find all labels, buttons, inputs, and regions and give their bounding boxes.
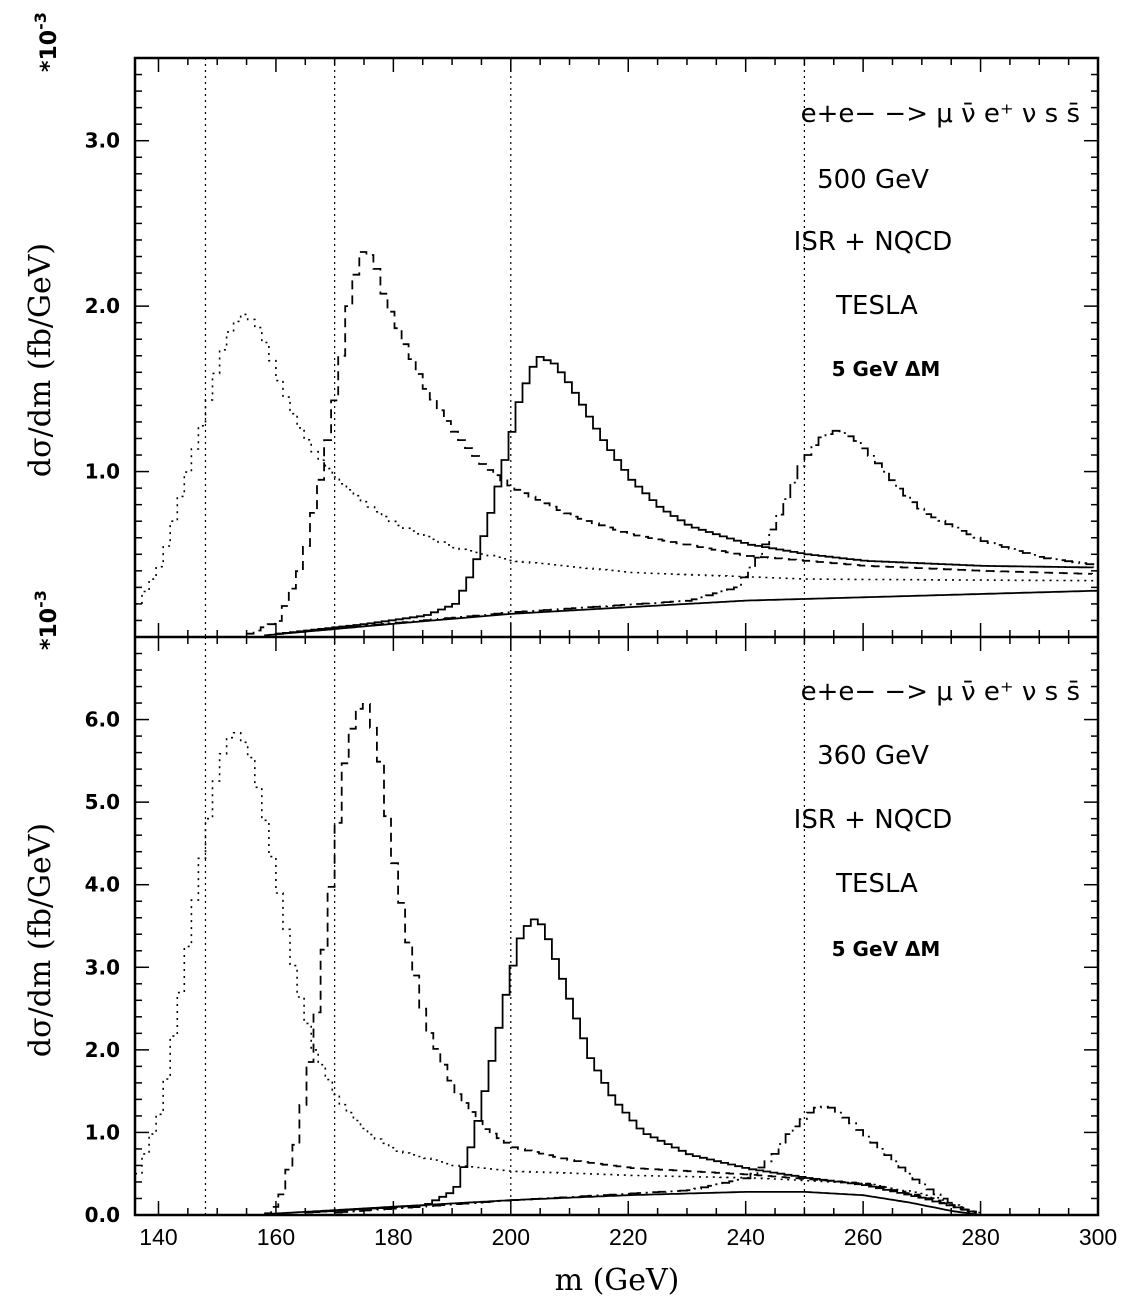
y-tick-label: 6.0 <box>85 708 120 732</box>
top-multiplier: *10-3 <box>31 12 62 72</box>
x-tick-label: 300 <box>1079 1224 1117 1250</box>
top-collider-label: TESLA <box>835 291 918 321</box>
x-tick-label: 260 <box>844 1224 882 1250</box>
top-bin-label: 5 GeV ΔM <box>832 357 941 381</box>
x-tick-label: 160 <box>257 1224 295 1250</box>
top-annotations: e+e− −> μ ν̄ e⁺ ν s s̄ 500 GeV ISR + NQC… <box>794 99 1080 381</box>
top-y-axis-title: dσ/dm (fb/GeV) <box>23 243 58 477</box>
y-tick-label: 2.0 <box>85 294 120 318</box>
series-1-0-dotted <box>135 732 982 1215</box>
y-tick-label: 3.0 <box>85 129 120 153</box>
bottom-collider-label: TESLA <box>835 869 918 899</box>
series-0-4-solid <box>264 589 1099 637</box>
bottom-corrections-label: ISR + NQCD <box>794 805 953 835</box>
x-tick-label: 180 <box>374 1224 412 1250</box>
bottom-energy-label: 360 GeV <box>817 741 929 771</box>
series-1-2-solid <box>305 918 976 1214</box>
y-tick-label: 3.0 <box>85 955 120 979</box>
y-tick-label: 2.0 <box>85 1038 120 1062</box>
x-tick-label: 220 <box>609 1224 647 1250</box>
plot-frame <box>133 56 1100 1217</box>
series-1-4-solid <box>264 1191 981 1216</box>
top-process-label: e+e− −> μ ν̄ e⁺ ν s s̄ <box>801 99 1080 129</box>
x-tick-label: 200 <box>492 1224 530 1250</box>
y-tick-label: 1.0 <box>85 460 120 484</box>
bottom-multiplier: *10-3 <box>31 590 62 650</box>
series-0-2-solid <box>275 356 1095 635</box>
bottom-process-label: e+e− −> μ ν̄ e⁺ ν s s̄ <box>801 677 1080 707</box>
x-tick-label: 140 <box>139 1224 177 1250</box>
y-tick-label: 1.0 <box>85 1120 120 1144</box>
bottom-bin-label: 5 GeV ΔM <box>832 937 941 961</box>
top-energy-label: 500 GeV <box>817 165 929 195</box>
y-tick-label: 0.0 <box>85 1203 120 1227</box>
series-lines <box>135 251 1099 1216</box>
y-tick-label: 5.0 <box>85 790 120 814</box>
series-1-3-dash-dot <box>334 1105 977 1214</box>
series-0-1-dashed <box>246 251 1093 635</box>
bottom-y-axis-title: dσ/dm (fb/GeV) <box>23 823 58 1057</box>
x-axis-title: m (GeV) <box>555 1263 680 1298</box>
bottom-annotations: e+e− −> μ ν̄ e⁺ ν s s̄ 360 GeV ISR + NQC… <box>794 677 1080 961</box>
series-1-1-dashed <box>264 703 977 1215</box>
x-tick-label: 240 <box>726 1224 764 1250</box>
axis-ticks: 1.0 2.0 3.0 140 160 180 200 220 240 260 280 300 0.0 1… <box>85 57 1117 1250</box>
x-tick-label: 280 <box>961 1224 999 1250</box>
y-tick-label: 4.0 <box>85 873 120 897</box>
reference-lines <box>204 58 806 1215</box>
top-corrections-label: ISR + NQCD <box>794 227 953 257</box>
